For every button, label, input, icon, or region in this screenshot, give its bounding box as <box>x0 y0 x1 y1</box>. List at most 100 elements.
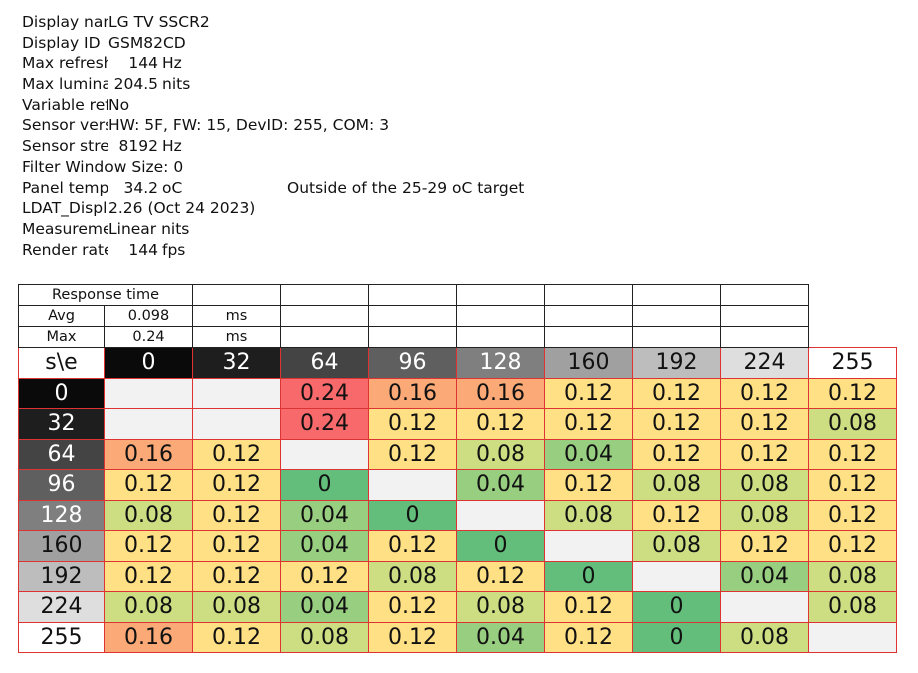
empty-cell <box>456 284 546 306</box>
matrix-cell: 0.12 <box>192 469 282 501</box>
empty-cell <box>280 305 370 327</box>
matrix-corner-label: s\e <box>18 347 105 379</box>
matrix-cell-empty <box>280 438 370 470</box>
matrix-cell: 0.12 <box>280 560 370 592</box>
matrix-cell-empty <box>456 499 546 531</box>
info-label: Panel temperature <box>22 178 108 197</box>
matrix-cell: 0.12 <box>720 408 810 440</box>
info-value: 34.2 <box>123 178 158 197</box>
matrix-cell: 0 <box>544 560 634 592</box>
info-value: 144 <box>128 240 158 259</box>
info-label: Render rate <box>22 240 108 259</box>
matrix-cell: 0.04 <box>456 469 546 501</box>
info-unit: nits <box>162 75 191 94</box>
info-unit: fps <box>162 240 186 259</box>
summary-title-row: Response time <box>17 284 897 306</box>
matrix-cell: 0.12 <box>456 560 546 592</box>
end-level-header: 160 <box>544 347 634 379</box>
start-level-header: 128 <box>18 499 105 531</box>
summary-avg-row: Avg 0.098 ms <box>18 305 897 327</box>
matrix-cell-empty <box>632 560 722 592</box>
matrix-cell: 0.12 <box>632 408 722 440</box>
matrix-cell-empty <box>192 377 282 409</box>
matrix-cell: 0.12 <box>720 377 810 409</box>
info-label: Filter Window Size: 0 <box>22 157 184 176</box>
empty-cell <box>544 305 634 327</box>
response-time-title: Response time <box>17 284 194 306</box>
matrix-cell-empty <box>368 469 458 501</box>
matrix-row: 0 0.24 0.16 0.16 0.12 0.12 0.12 0.12 <box>18 377 898 409</box>
start-level-header: 224 <box>18 591 105 623</box>
info-unit: oC <box>162 178 183 197</box>
start-level-header: 96 <box>18 469 105 501</box>
matrix-cell: 0.12 <box>632 438 722 470</box>
info-unit: Hz <box>162 137 182 156</box>
matrix-cell: 0.12 <box>192 499 282 531</box>
matrix-cell: 0.04 <box>544 438 634 470</box>
matrix-cell: 0.12 <box>368 621 458 653</box>
matrix-row: 128 0.08 0.12 0.04 0 0.08 0.12 0.08 0.12 <box>18 499 898 531</box>
matrix-cell: 0.08 <box>808 591 898 623</box>
matrix-cell-empty <box>808 621 898 653</box>
matrix-cell: 0.24 <box>280 408 370 440</box>
matrix-cell: 0.12 <box>632 377 722 409</box>
matrix-cell: 0.12 <box>544 469 634 501</box>
end-level-header: 192 <box>632 347 722 379</box>
matrix-cell: 0.12 <box>720 530 810 562</box>
matrix-cell: 0.08 <box>103 591 194 623</box>
empty-cell <box>720 305 810 327</box>
matrix-cell: 0.12 <box>808 377 898 409</box>
end-level-header: 0 <box>103 347 194 379</box>
matrix-cell: 0.08 <box>808 408 898 440</box>
start-level-header: 255 <box>18 621 105 653</box>
matrix-cell: 0.12 <box>103 560 194 592</box>
matrix-cell: 0.12 <box>544 408 634 440</box>
matrix-cell: 0.08 <box>808 560 898 592</box>
info-label: Variable refresh <box>22 95 108 114</box>
info-label: LDAT_Display <box>22 199 108 218</box>
empty-cell <box>280 284 370 306</box>
end-level-header: 64 <box>280 347 370 379</box>
empty-cell <box>192 284 282 306</box>
empty-cell <box>368 284 458 306</box>
matrix-cell: 0.12 <box>544 591 634 623</box>
empty-cell <box>632 284 722 306</box>
response-matrix: s\e 0 32 64 96 128 160 192 224 255 0 0.24 0.16 0.16 0.… <box>18 347 898 653</box>
info-label: Sensor version <box>22 116 108 135</box>
matrix-row: 32 0.24 0.12 0.12 0.12 0.12 0.12 0.08 <box>18 408 898 440</box>
info-value: LG TV SSCR2 <box>108 13 210 31</box>
matrix-cell: 0.12 <box>192 530 282 562</box>
matrix-cell: 0.12 <box>368 438 458 470</box>
info-label: Max luminance <box>22 75 108 94</box>
matrix-cell: 0.08 <box>456 591 546 623</box>
matrix-cell: 0 <box>632 591 722 623</box>
matrix-row: 96 0.12 0.12 0 0.04 0.12 0.08 0.08 0.12 <box>18 469 898 501</box>
empty-cell <box>720 284 810 306</box>
info-value: GSM82CD <box>108 33 186 52</box>
avg-value: 0.098 <box>103 305 194 327</box>
info-label: Display ID <box>22 33 101 52</box>
matrix-cell: 0.08 <box>103 499 194 531</box>
info-value: Linear nits <box>108 219 190 238</box>
matrix-cell: 0.04 <box>280 499 370 531</box>
info-unit: Hz <box>162 54 182 73</box>
matrix-cell: 0.12 <box>103 469 194 501</box>
matrix-cell: 0.08 <box>720 469 810 501</box>
empty-cell <box>544 284 634 306</box>
max-label: Max <box>18 326 105 348</box>
matrix-cell: 0 <box>632 621 722 653</box>
avg-label: Avg <box>18 305 105 327</box>
empty-cell <box>456 326 546 348</box>
empty-cell <box>368 305 458 327</box>
matrix-cell: 0.24 <box>280 377 370 409</box>
matrix-row: 160 0.12 0.12 0.04 0.12 0 0.08 0.12 0.12 <box>18 530 898 562</box>
start-level-header: 0 <box>18 377 105 409</box>
matrix-cell: 0.12 <box>456 408 546 440</box>
matrix-cell: 0.12 <box>368 591 458 623</box>
matrix-cell: 0.12 <box>368 408 458 440</box>
empty-cell <box>632 326 722 348</box>
matrix-cell: 0.12 <box>808 499 898 531</box>
matrix-row: 224 0.08 0.08 0.04 0.12 0.08 0.12 0 0.08 <box>18 591 898 623</box>
end-level-header: 255 <box>808 347 898 379</box>
end-level-header: 96 <box>368 347 458 379</box>
